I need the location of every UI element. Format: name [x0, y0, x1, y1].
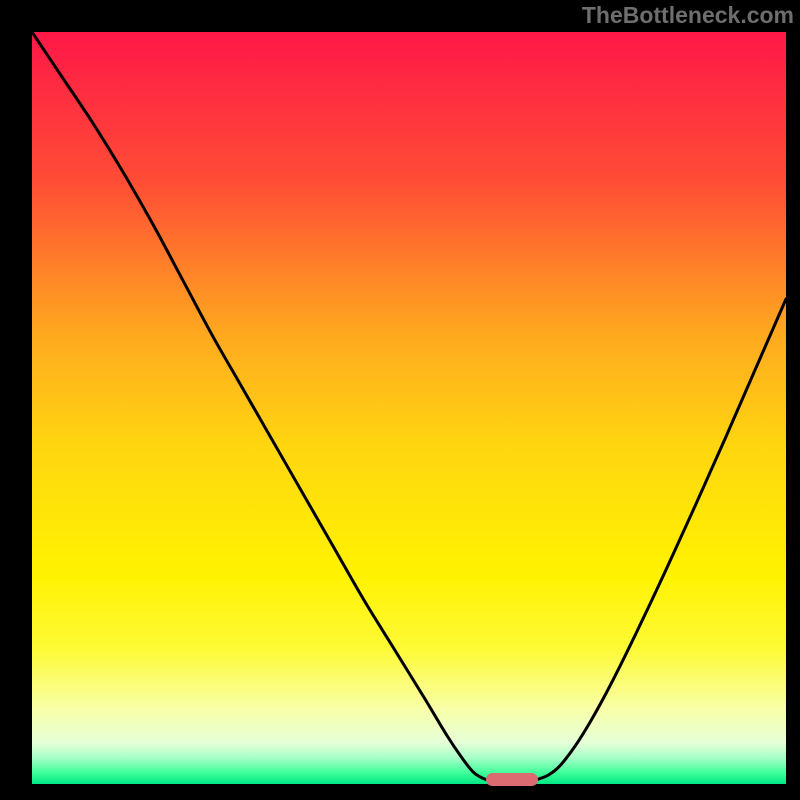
watermark-text: TheBottleneck.com	[582, 2, 794, 29]
optimal-marker	[486, 773, 538, 786]
chart-container: TheBottleneck.com	[0, 0, 800, 800]
plot-area	[32, 32, 786, 784]
bottleneck-curve	[32, 32, 786, 784]
